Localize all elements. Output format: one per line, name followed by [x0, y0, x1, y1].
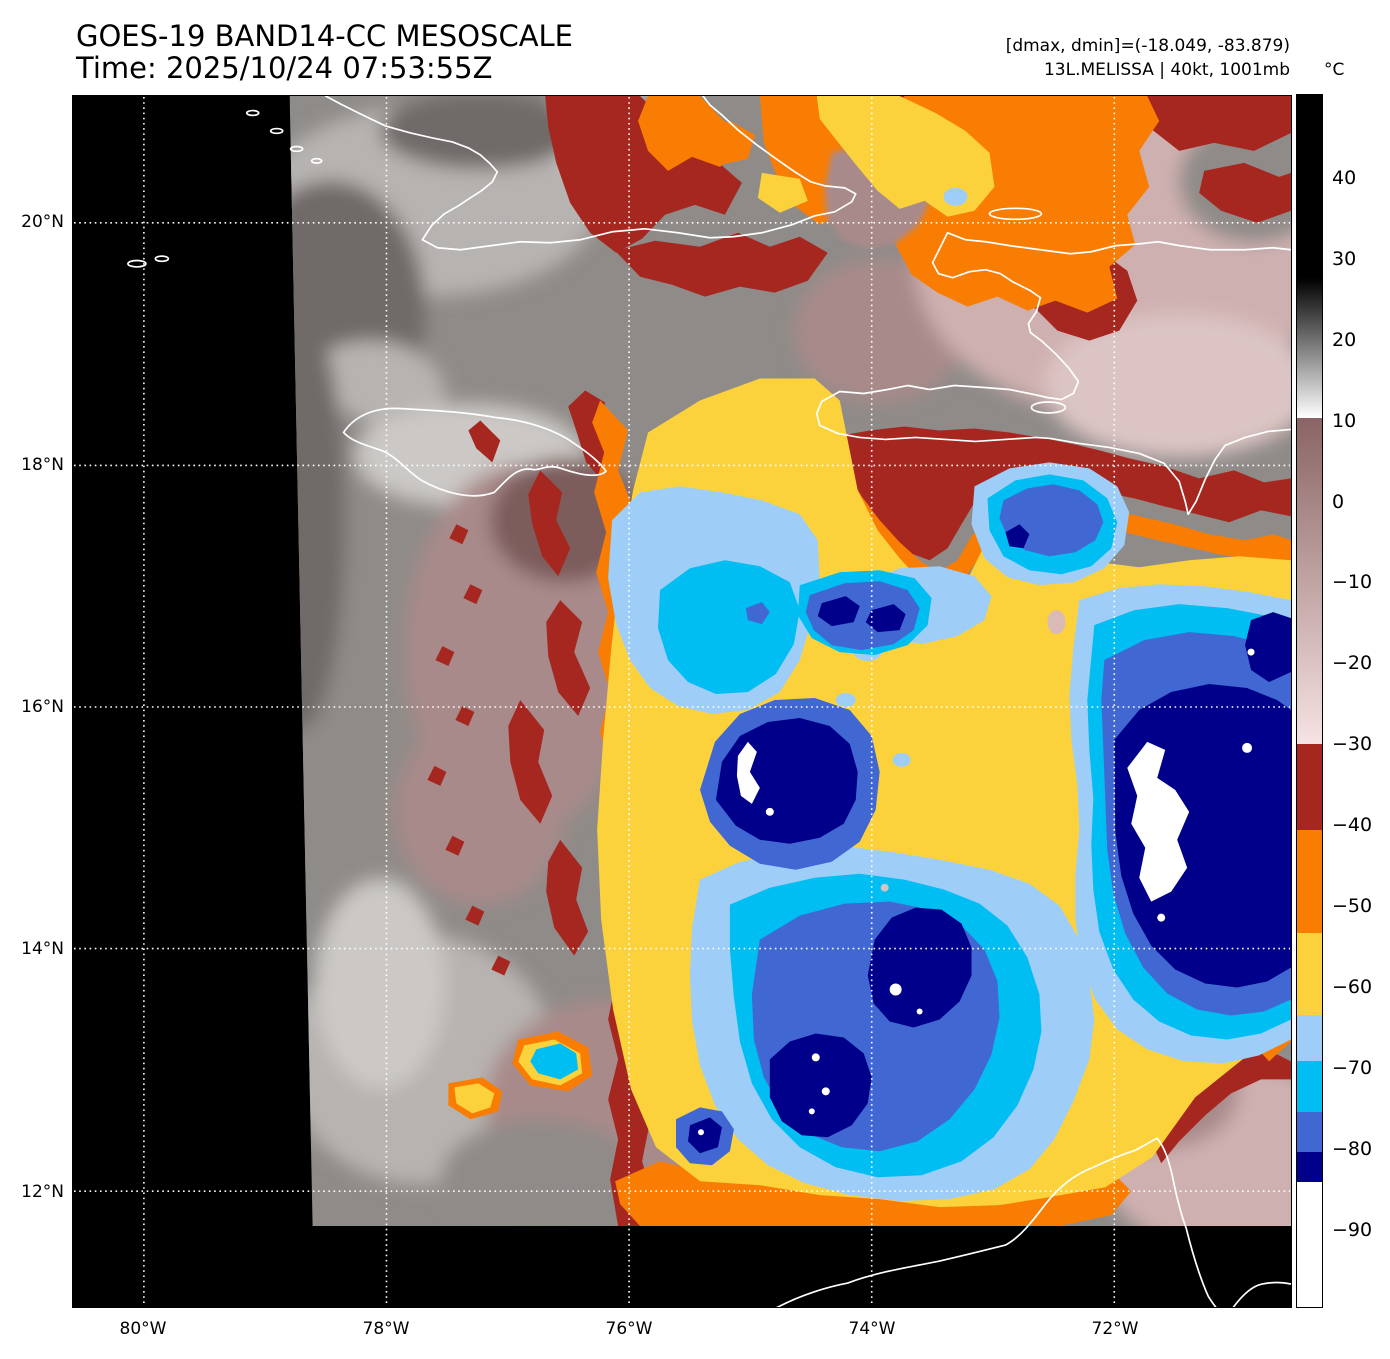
colorbar-segment: [1297, 418, 1322, 744]
page-title: GOES-19 BAND14-CC MESOSCALE: [76, 19, 574, 53]
lat-label: 20°N: [21, 212, 64, 232]
colorbar-tick-label: −70: [1332, 1057, 1373, 1079]
colorbar-tick-label: −90: [1332, 1219, 1373, 1241]
lon-label: 80°W: [119, 1319, 167, 1339]
lon-label: 72°W: [1091, 1319, 1139, 1339]
colorbar-tick-label: 20: [1332, 329, 1357, 351]
colorbar-segment: [1297, 1015, 1322, 1062]
coastlines-layer: [127, 96, 1291, 1307]
colorbar-segment: [1297, 1061, 1322, 1113]
colorbar-tick-label: −40: [1332, 814, 1373, 836]
colorbar-tick-label: −80: [1332, 1138, 1373, 1160]
colorbar-tick-label: 10: [1332, 410, 1357, 432]
colorbar-tick-label: −10: [1332, 571, 1373, 593]
colorbar-segment: [1297, 932, 1322, 1016]
colorbar-unit: °C: [1324, 60, 1345, 80]
colorbar: [1296, 94, 1323, 1308]
satellite-image: [74, 96, 1291, 1307]
colorbar-tick-label: 30: [1332, 248, 1357, 270]
colorbar-tick-label: 0: [1332, 491, 1345, 513]
header-right-block: [dmax, dmin]=(-18.049, -83.879) 13L.MELI…: [1006, 34, 1290, 82]
map-canvas: Copyright © 2020-2025 Dapiya: [72, 95, 1292, 1308]
lon-label: 74°W: [848, 1319, 896, 1339]
cold-minima-layer: [697, 610, 1255, 1136]
range-info: [dmax, dmin]=(-18.049, -83.879): [1005, 36, 1290, 56]
colorbar-segment: [1297, 743, 1322, 830]
colorbar-tick-label: −30: [1332, 733, 1373, 755]
colorbar-segment: [1297, 1182, 1322, 1307]
lon-label: 78°W: [362, 1319, 410, 1339]
time-label: Time: 2025/10/24 07:53:55Z: [76, 51, 493, 85]
lat-label: 16°N: [21, 697, 64, 717]
lon-label: 76°W: [605, 1319, 653, 1339]
colorbar-segment: [1297, 1112, 1322, 1153]
colorbar-tick-label: −20: [1332, 652, 1373, 674]
lat-label: 18°N: [21, 455, 64, 475]
gridlines-layer: [74, 96, 1290, 1307]
colorbar-segment: [1297, 277, 1322, 419]
colorbar-tick-label: −60: [1332, 976, 1373, 998]
colorbar-segment: [1297, 829, 1322, 933]
colorbar-tick-label: −50: [1332, 895, 1373, 917]
satellite-data-region: [289, 96, 1291, 1227]
lat-label: 12°N: [21, 1182, 64, 1202]
colorbar-tick-label: 40: [1332, 167, 1357, 189]
lat-label: 14°N: [21, 939, 64, 959]
storm-info: 13L.MELISSA | 40kt, 1001mb: [1043, 60, 1290, 80]
colorbar-segment: [1297, 95, 1322, 278]
header-block: GOES-19 BAND14-CC MESOSCALE Time: 2025/1…: [76, 20, 573, 84]
colorbar-segment: [1297, 1152, 1322, 1183]
